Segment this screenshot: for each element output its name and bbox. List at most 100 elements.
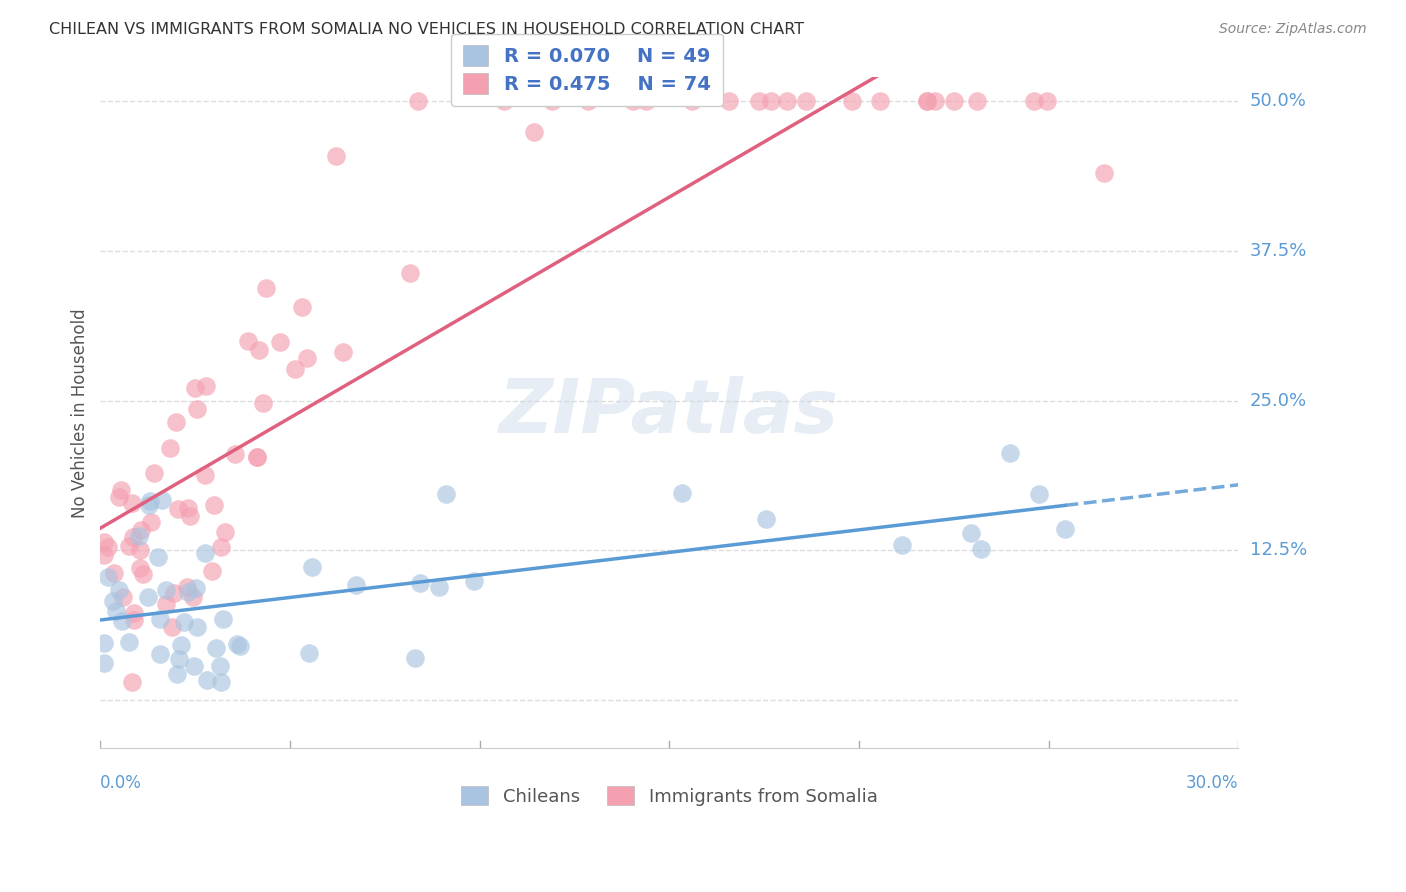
Point bbox=[794, 95, 817, 109]
Point bbox=[110, 483, 132, 498]
Point bbox=[344, 578, 367, 592]
Point bbox=[167, 502, 190, 516]
Point bbox=[915, 95, 938, 109]
Point bbox=[754, 511, 776, 525]
Point bbox=[332, 345, 354, 359]
Point bbox=[122, 613, 145, 627]
Point bbox=[214, 525, 236, 540]
Point bbox=[194, 468, 217, 483]
Point bbox=[209, 674, 232, 689]
Point bbox=[166, 666, 188, 681]
Point bbox=[869, 95, 891, 109]
Point bbox=[201, 564, 224, 578]
Point bbox=[155, 582, 177, 597]
Y-axis label: No Vehicles in Household: No Vehicles in Household bbox=[72, 308, 89, 517]
Point bbox=[399, 266, 422, 280]
Text: ZIPatlas: ZIPatlas bbox=[499, 376, 839, 450]
Point bbox=[229, 640, 252, 654]
Point bbox=[634, 95, 657, 109]
Point bbox=[406, 95, 429, 109]
Point bbox=[212, 611, 235, 625]
Point bbox=[165, 416, 187, 430]
Point bbox=[150, 493, 173, 508]
Point bbox=[93, 535, 115, 549]
Point bbox=[121, 674, 143, 689]
Point bbox=[121, 530, 143, 544]
Point bbox=[139, 494, 162, 508]
Point bbox=[97, 540, 120, 554]
Point bbox=[195, 379, 218, 393]
Point bbox=[208, 658, 231, 673]
Point bbox=[924, 95, 946, 109]
Point bbox=[93, 657, 115, 671]
Point bbox=[959, 525, 981, 540]
Point bbox=[104, 604, 127, 618]
Point bbox=[284, 362, 307, 376]
Point bbox=[1022, 95, 1045, 109]
Point bbox=[103, 566, 125, 581]
Point bbox=[434, 487, 457, 501]
Point bbox=[576, 95, 599, 109]
Point bbox=[110, 614, 132, 628]
Point bbox=[128, 543, 150, 558]
Text: 50.0%: 50.0% bbox=[1250, 93, 1306, 111]
Point bbox=[186, 401, 208, 416]
Text: 25.0%: 25.0% bbox=[1250, 392, 1306, 409]
Point bbox=[177, 501, 200, 516]
Text: 0.0%: 0.0% bbox=[100, 774, 142, 792]
Point bbox=[291, 301, 314, 315]
Point bbox=[194, 546, 217, 560]
Point bbox=[671, 485, 693, 500]
Point bbox=[93, 636, 115, 650]
Point bbox=[204, 641, 226, 656]
Point bbox=[149, 612, 172, 626]
Text: 37.5%: 37.5% bbox=[1250, 242, 1308, 260]
Point bbox=[162, 586, 184, 600]
Point bbox=[245, 450, 267, 464]
Point bbox=[183, 658, 205, 673]
Point bbox=[297, 351, 319, 365]
Point bbox=[776, 95, 799, 109]
Legend: Chileans, Immigrants from Somalia: Chileans, Immigrants from Somalia bbox=[454, 779, 884, 813]
Point bbox=[917, 95, 939, 109]
Point bbox=[112, 591, 135, 605]
Point bbox=[1092, 166, 1115, 180]
Point bbox=[108, 490, 131, 504]
Point bbox=[404, 650, 426, 665]
Point bbox=[179, 509, 201, 524]
Text: CHILEAN VS IMMIGRANTS FROM SOMALIA NO VEHICLES IN HOUSEHOLD CORRELATION CHART: CHILEAN VS IMMIGRANTS FROM SOMALIA NO VE… bbox=[49, 22, 804, 37]
Point bbox=[128, 529, 150, 543]
Point bbox=[681, 95, 703, 109]
Point bbox=[409, 575, 432, 590]
Point bbox=[1000, 446, 1022, 460]
Point bbox=[183, 381, 205, 395]
Point bbox=[195, 673, 218, 688]
Point bbox=[224, 447, 246, 461]
Point bbox=[155, 598, 177, 612]
Text: 30.0%: 30.0% bbox=[1185, 774, 1239, 792]
Point bbox=[247, 343, 270, 357]
Point bbox=[718, 95, 741, 109]
Point bbox=[463, 574, 485, 589]
Point bbox=[269, 334, 291, 349]
Point bbox=[107, 583, 129, 598]
Point bbox=[492, 95, 515, 109]
Point bbox=[298, 647, 321, 661]
Point bbox=[132, 566, 155, 581]
Point bbox=[841, 95, 863, 109]
Point bbox=[966, 95, 988, 109]
Point bbox=[121, 496, 143, 510]
Point bbox=[169, 652, 191, 666]
Point bbox=[225, 637, 247, 651]
Point bbox=[169, 638, 191, 652]
Point bbox=[136, 590, 159, 604]
Point bbox=[301, 560, 323, 574]
Point bbox=[252, 396, 274, 410]
Point bbox=[1054, 522, 1077, 536]
Point bbox=[1036, 95, 1059, 109]
Point bbox=[523, 125, 546, 139]
Point bbox=[202, 498, 225, 512]
Point bbox=[118, 635, 141, 649]
Point bbox=[209, 540, 232, 554]
Point bbox=[142, 466, 165, 480]
